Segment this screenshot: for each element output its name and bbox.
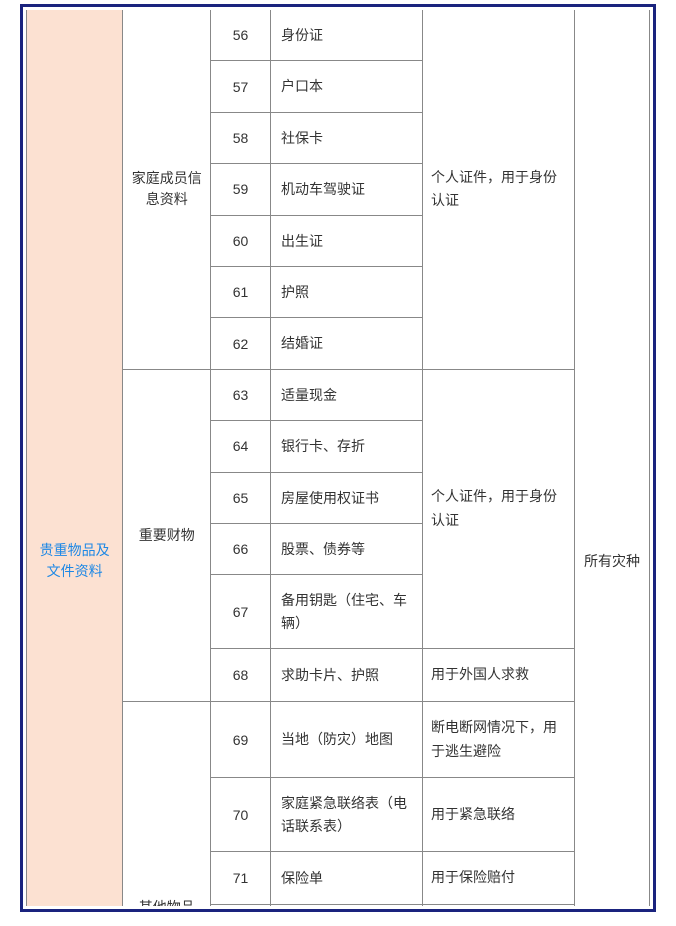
item-cell: 银行卡、存折	[271, 421, 423, 472]
item-cell: 家庭紧急联络表（电话联系表）	[271, 778, 423, 852]
number-cell: 70	[211, 778, 271, 852]
table-body: 贵重物品及文件资料家庭成员信息资料56身份证个人证件，用于身份认证所有灾种57户…	[27, 10, 650, 906]
subcategory-cell: 重要财物	[123, 369, 211, 701]
item-cell: 出生证	[271, 215, 423, 266]
number-cell: 65	[211, 472, 271, 523]
number-cell: 60	[211, 215, 271, 266]
item-cell: 结婚证	[271, 318, 423, 369]
item-cell: 适量现金	[271, 369, 423, 420]
outer-border: 贵重物品及文件资料家庭成员信息资料56身份证个人证件，用于身份认证所有灾种57户…	[20, 4, 656, 912]
table-container: 贵重物品及文件资料家庭成员信息资料56身份证个人证件，用于身份认证所有灾种57户…	[26, 10, 650, 906]
note-cell: 用于紧急联络	[423, 778, 575, 852]
note-cell: 个人证件，用于身份认证	[423, 369, 575, 648]
number-cell: 57	[211, 61, 271, 112]
item-cell: 保险单	[271, 852, 423, 905]
number-cell: 71	[211, 852, 271, 905]
number-cell: 64	[211, 421, 271, 472]
number-cell: 69	[211, 701, 271, 778]
number-cell: 59	[211, 164, 271, 215]
number-cell: 66	[211, 523, 271, 574]
item-cell: 家庭应急卡片（建议正面附家庭成员照片、血型、常见疾病及情况，反面附家庭住址、家属…	[271, 905, 423, 906]
number-cell: 56	[211, 10, 271, 61]
note-cell: 个人证件，用于身份认证	[423, 10, 575, 369]
item-cell: 股票、债券等	[271, 523, 423, 574]
subcategory-cell: 家庭成员信息资料	[123, 10, 211, 369]
item-cell: 当地（防灾）地图	[271, 701, 423, 778]
number-cell: 72	[211, 905, 271, 906]
note-cell: 用于外国人求救	[423, 649, 575, 702]
subcategory-cell: 其他物品	[123, 701, 211, 906]
item-cell: 备用钥匙（住宅、车辆）	[271, 575, 423, 649]
item-cell: 户口本	[271, 61, 423, 112]
number-cell: 67	[211, 575, 271, 649]
note-cell: 断电断网情况下，用于逃生避险	[423, 701, 575, 778]
valuables-table: 贵重物品及文件资料家庭成员信息资料56身份证个人证件，用于身份认证所有灾种57户…	[26, 10, 650, 906]
note-cell: 用于紧急联络	[423, 905, 575, 906]
table-row: 贵重物品及文件资料家庭成员信息资料56身份证个人证件，用于身份认证所有灾种	[27, 10, 650, 61]
item-cell: 机动车驾驶证	[271, 164, 423, 215]
item-cell: 社保卡	[271, 112, 423, 163]
item-cell: 护照	[271, 266, 423, 317]
note-cell: 用于保险赔付	[423, 852, 575, 905]
number-cell: 61	[211, 266, 271, 317]
number-cell: 68	[211, 649, 271, 702]
number-cell: 63	[211, 369, 271, 420]
item-cell: 房屋使用权证书	[271, 472, 423, 523]
disaster-type-cell: 所有灾种	[575, 10, 650, 906]
category-cell: 贵重物品及文件资料	[27, 10, 123, 906]
item-cell: 身份证	[271, 10, 423, 61]
number-cell: 58	[211, 112, 271, 163]
number-cell: 62	[211, 318, 271, 369]
item-cell: 求助卡片、护照	[271, 649, 423, 702]
